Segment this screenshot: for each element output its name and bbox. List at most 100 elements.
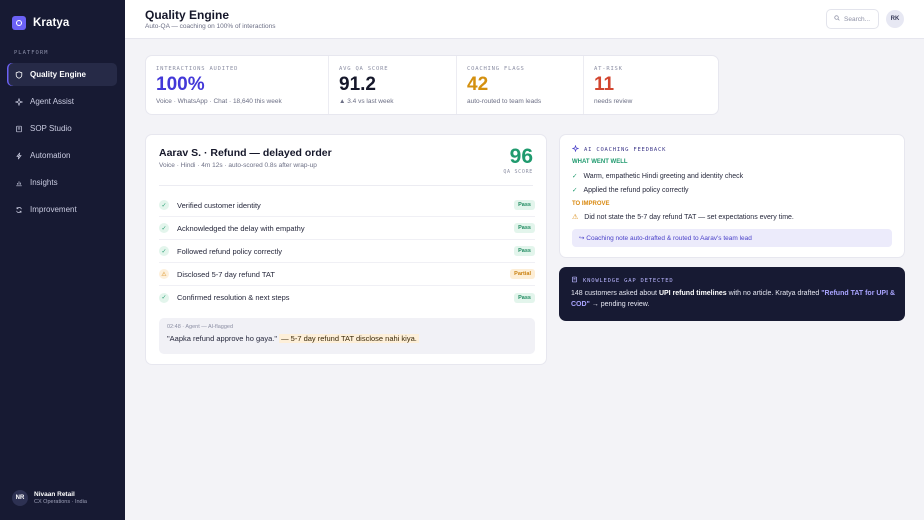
sidebar-item-automation[interactable]: Automation xyxy=(7,144,117,167)
page-subtitle: Auto-QA — coaching on 100% of interactio… xyxy=(145,23,276,30)
sidebar-item-label: Agent Assist xyxy=(30,97,75,106)
to-improve-label: TO IMPROVE xyxy=(572,201,610,207)
checklist-item[interactable]: ✓ Followed refund policy correctly Pass xyxy=(159,240,535,263)
went-well-item: ✓ Applied the refund policy correctly xyxy=(572,186,689,195)
user-profile[interactable]: NR Nivaan Retail CX Operations · India xyxy=(12,490,87,506)
stat-value: 91.2 xyxy=(339,74,376,95)
status-badge: Pass xyxy=(514,223,535,233)
sidebar-item-improvement[interactable]: Improvement xyxy=(7,198,117,221)
avatar[interactable]: RK xyxy=(886,10,904,28)
sidebar: Kratya PLATFORM Quality Engine Agent Ass… xyxy=(0,0,125,520)
search-icon xyxy=(834,15,840,23)
went-well-label: WHAT WENT WELL xyxy=(572,159,628,165)
book-icon xyxy=(15,125,23,133)
checklist-item[interactable]: ✓ Confirmed resolution & next steps Pass xyxy=(159,286,535,309)
stat-label: AT-RISK xyxy=(594,66,623,72)
transcript-quote: "Aapka refund approve ho gaya." xyxy=(167,334,277,343)
to-improve-text: Did not state the 5-7 day refund TAT — s… xyxy=(584,213,794,221)
checklist-item[interactable]: ⚠ Disclosed 5-7 day refund TAT Partial xyxy=(159,263,535,286)
sparkle-icon xyxy=(15,97,23,106)
went-well-text: Applied the refund policy correctly xyxy=(583,186,689,194)
sidebar-item-insights[interactable]: Insights xyxy=(7,171,117,194)
stat-sub: Voice · WhatsApp · Chat · 18,640 this we… xyxy=(156,98,282,105)
checklist-item[interactable]: ✓ Verified customer identity Pass xyxy=(159,194,535,217)
interaction-meta: Voice · Hindi · 4m 12s · auto-scored 0.8… xyxy=(159,162,317,169)
bolt-icon xyxy=(15,152,23,160)
sidebar-item-quality-engine[interactable]: Quality Engine xyxy=(7,63,117,86)
coaching-header: AI COACHING FEEDBACK xyxy=(571,144,667,154)
checklist-label: Confirmed resolution & next steps xyxy=(177,293,290,302)
knowledge-gap-header-label: KNOWLEDGE GAP DETECTED xyxy=(583,277,674,284)
sidebar-item-label: Quality Engine xyxy=(30,70,87,79)
check-icon: ✓ xyxy=(159,292,169,303)
stat-label: AVG QA SCORE xyxy=(339,66,389,72)
stat-sub: needs review xyxy=(594,98,633,105)
knowledge-gap-text: 148 customers asked about UPI refund tim… xyxy=(571,289,896,310)
cycle-icon xyxy=(15,206,23,214)
sidebar-item-sop-studio[interactable]: SOP Studio xyxy=(7,117,117,140)
qa-score-value: 96 xyxy=(509,145,533,168)
status-badge: Pass xyxy=(514,246,535,256)
warning-icon: ⚠ xyxy=(572,214,579,221)
sidebar-item-label: Improvement xyxy=(30,205,77,214)
sidebar-nav: Quality Engine Agent Assist SOP Studio A… xyxy=(7,63,117,225)
knowledge-gap-card: KNOWLEDGE GAP DETECTED 148 customers ask… xyxy=(559,267,905,321)
stat-value: 42 xyxy=(467,74,489,95)
transcript-line: "Aapka refund approve ho gaya." — 5-7 da… xyxy=(167,334,527,343)
user-name: Nivaan Retail xyxy=(34,491,75,498)
check-icon: ✓ xyxy=(159,223,169,233)
transcript-meta: 02:48 · Agent — AI-flagged xyxy=(167,324,234,330)
knowledge-gap-header: KNOWLEDGE GAP DETECTED xyxy=(571,276,673,285)
app-name: Kratya xyxy=(33,17,70,29)
qa-checklist: ✓ Verified customer identity Pass ✓ Ackn… xyxy=(159,194,535,309)
logo-icon xyxy=(12,16,26,30)
chart-icon xyxy=(15,179,23,187)
stat-at-risk: AT-RISK 11 needs review xyxy=(584,56,718,114)
shield-icon xyxy=(15,70,23,79)
avatar: NR xyxy=(12,490,28,506)
stat-avg-qa-score: AVG QA SCORE 91.2 ▲ 3.4 vs last week xyxy=(329,56,457,114)
checklist-label: Followed refund policy correctly xyxy=(177,246,283,256)
interaction-title: Aarav S. · Refund — delayed order xyxy=(159,147,332,159)
stat-interactions-audited: INTERACTIONS AUDITED 100% Voice · WhatsA… xyxy=(146,56,329,114)
status-badge: Pass xyxy=(514,200,535,210)
coaching-note-link[interactable]: ↪ Coaching note auto-drafted & routed to… xyxy=(572,229,892,247)
checklist-item[interactable]: ✓ Acknowledged the delay with empathy Pa… xyxy=(159,217,535,240)
divider xyxy=(159,185,533,186)
check-icon: ✓ xyxy=(572,187,578,194)
went-well-item: ✓ Warm, empathetic Hindi greeting and id… xyxy=(572,172,744,181)
page-title: Quality Engine xyxy=(145,8,230,22)
search-input[interactable]: Search... xyxy=(826,9,879,29)
sidebar-item-agent-assist[interactable]: Agent Assist xyxy=(7,90,117,113)
qa-score-label: QA SCORE xyxy=(503,169,533,175)
gap-text-part: 148 customers asked about xyxy=(571,290,657,297)
status-badge: Pass xyxy=(514,292,535,303)
checklist-label: Acknowledged the delay with empathy xyxy=(177,223,305,233)
coaching-header-label: AI COACHING FEEDBACK xyxy=(584,146,667,153)
search-placeholder: Search... xyxy=(844,15,871,23)
gap-topic: UPI refund timelines xyxy=(658,290,727,297)
sidebar-section-label: PLATFORM xyxy=(14,50,49,56)
status-badge: Partial xyxy=(510,269,535,279)
stat-label: COACHING FLAGS xyxy=(467,66,525,72)
document-icon xyxy=(571,276,578,285)
stat-coaching-flags: COACHING FLAGS 42 auto-routed to team le… xyxy=(457,56,584,114)
check-icon: ✓ xyxy=(159,246,169,256)
went-well-text: Warm, empathetic Hindi greeting and iden… xyxy=(583,172,744,180)
interaction-scorecard: Aarav S. · Refund — delayed order Voice … xyxy=(145,134,547,365)
transcript-snippet[interactable]: 02:48 · Agent — AI-flagged "Aapka refund… xyxy=(159,318,535,354)
checklist-label: Disclosed 5-7 day refund TAT xyxy=(177,269,275,279)
stat-sub: ▲ 3.4 vs last week xyxy=(339,98,394,105)
stat-value: 100% xyxy=(156,74,205,95)
stats-bar: INTERACTIONS AUDITED 100% Voice · WhatsA… xyxy=(145,55,719,115)
gap-text-part: → pending review. xyxy=(591,300,650,308)
sidebar-item-label: Insights xyxy=(30,178,58,187)
sidebar-item-label: Automation xyxy=(30,151,71,160)
checklist-label: Verified customer identity xyxy=(177,200,261,210)
top-header: Quality Engine Auto-QA — coaching on 100… xyxy=(125,0,924,39)
brand[interactable]: Kratya xyxy=(12,16,69,30)
user-subtitle: CX Operations · India xyxy=(34,499,87,505)
drafted-article-link[interactable]: "Refund TAT for UPI & COD" xyxy=(571,290,896,308)
ai-coaching-card: AI COACHING FEEDBACK WHAT WENT WELL ✓ Wa… xyxy=(559,134,905,258)
gap-text-part: with no article. Kratya drafted xyxy=(728,290,820,297)
